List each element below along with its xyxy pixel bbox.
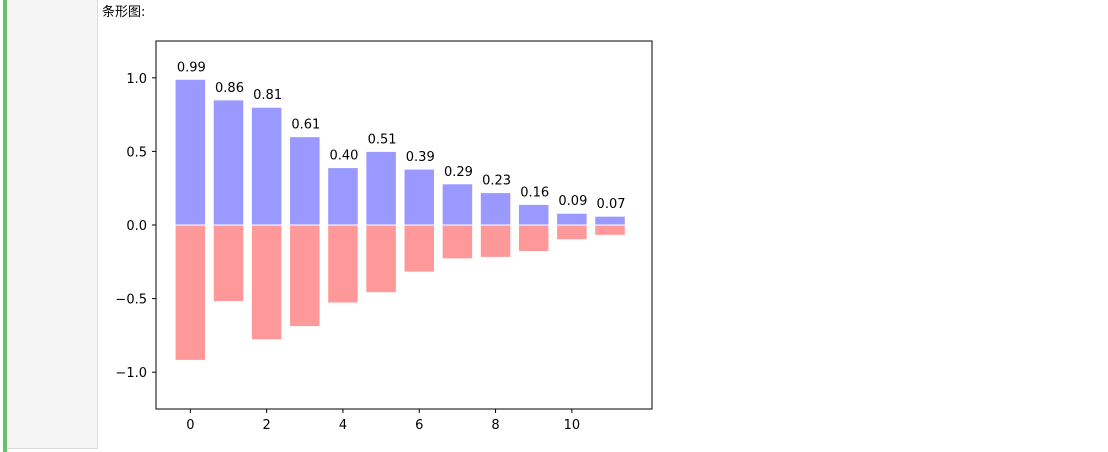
positive-bar [556,212,588,226]
positive-bar [212,99,245,226]
x-tick-label: 0 [186,418,194,433]
y-tick-label: 1.0 [126,72,147,87]
positive-bar [517,203,550,226]
negative-bar [479,224,512,258]
negative-bar [289,224,321,328]
x-tick-label: 2 [263,418,271,433]
negative-bar [212,224,245,303]
negative-bar [441,224,474,260]
negative-bar [594,224,626,236]
bar-value-label: 0.39 [406,150,435,165]
positive-bar [327,167,359,226]
negative-bar [250,224,283,341]
axes-frame [155,40,653,410]
positive-bar [403,168,436,226]
positive-bar [594,215,626,226]
positive-bar [479,192,512,226]
negative-bar [403,224,436,273]
y-tick-label: 0.0 [126,219,147,234]
negative-bar [365,224,397,294]
bar-value-label: 0.29 [444,165,473,180]
positive-bar [365,150,397,226]
y-tick-label: −1.0 [115,366,147,381]
negative-bar [517,224,550,252]
output-label: 条形图: [102,5,146,20]
bar-value-label: 0.09 [558,194,587,209]
bar-value-label: 0.23 [482,174,511,189]
bar-value-label: 0.51 [368,132,397,147]
bar-value-label: 0.81 [253,88,282,103]
x-tick-label: 10 [564,418,581,433]
positive-bar [441,183,474,226]
bar-value-label: 0.07 [597,197,626,212]
positive-bar [250,106,283,226]
y-tick-label: 0.5 [126,145,147,160]
bar-value-label: 0.86 [215,81,244,96]
x-tick-label: 4 [339,418,347,433]
negative-bar [327,224,359,304]
positive-bar [289,136,321,226]
bar-value-label: 0.61 [291,118,320,133]
positive-bar [174,78,207,226]
cell-prompt-area [7,0,98,449]
negative-bar [174,224,207,361]
x-tick-label: 8 [491,418,499,433]
y-tick-label: −0.5 [115,293,147,308]
bar-value-label: 0.99 [177,60,206,75]
cell-accent-bar [3,0,7,452]
bar-value-label: 0.16 [520,185,549,200]
x-tick-label: 6 [415,418,423,433]
bar-value-label: 0.40 [329,149,358,164]
negative-bar [556,224,588,241]
